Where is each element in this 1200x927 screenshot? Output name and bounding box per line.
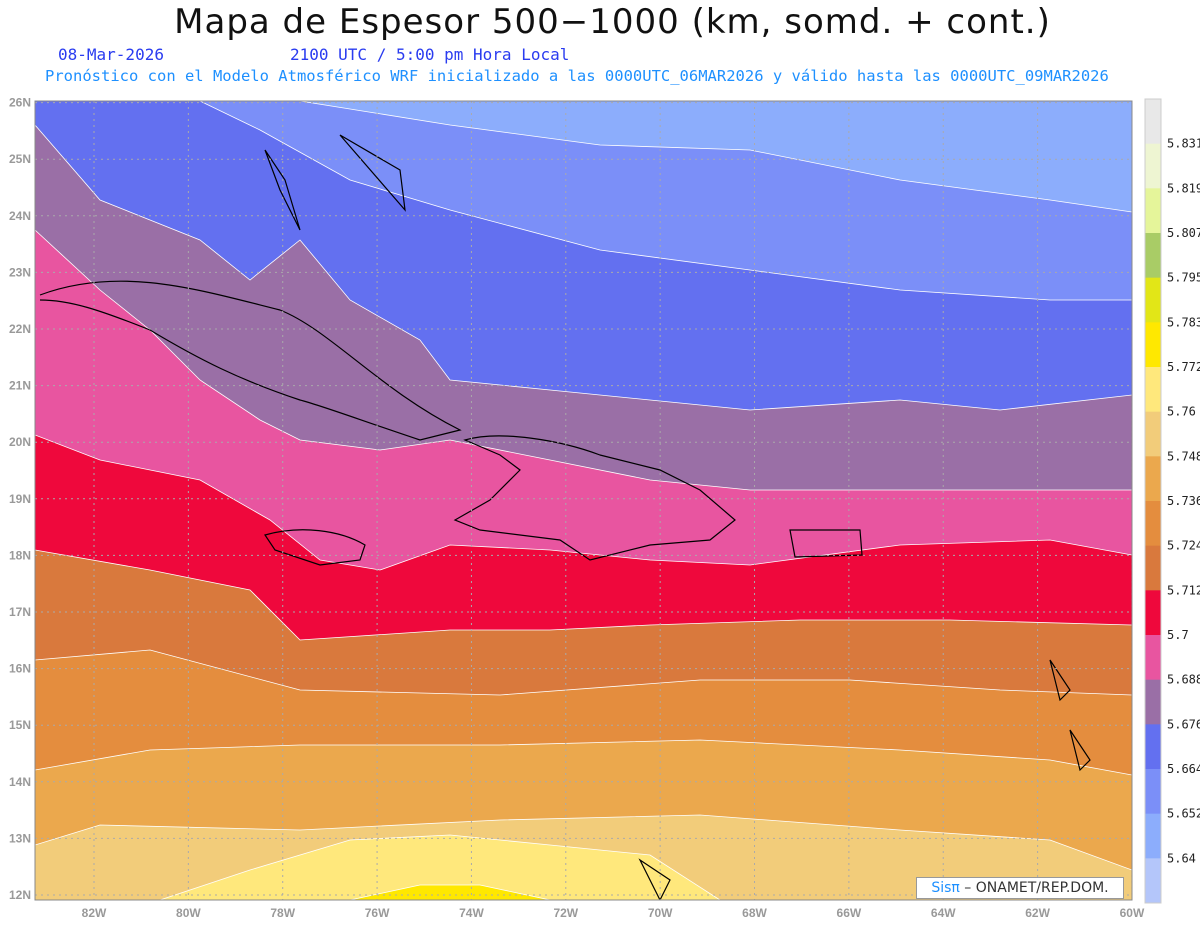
colorbar-label: 5.772 <box>1167 360 1200 374</box>
colorbar-swatch <box>1145 367 1161 413</box>
lat-label: 12N <box>9 888 31 902</box>
forecast-time: 2100 UTC / 5:00 pm Hora Local <box>290 45 570 64</box>
colorbar-label: 5.7 <box>1167 628 1189 642</box>
colorbar-label: 5.795 <box>1167 271 1200 285</box>
lon-label: 70W <box>648 906 673 920</box>
colorbar-swatch <box>1145 858 1161 904</box>
lat-label: 21N <box>9 379 31 393</box>
lat-label: 13N <box>9 831 31 845</box>
band-5.772 <box>349 884 551 900</box>
colorbar: 5.831 5.819 5.807 5.795 5.783 5.772 5.76 5.748 5… <box>1144 98 1200 904</box>
colorbar-label: 5.783 <box>1167 315 1200 329</box>
colorbar-label: 5.724 <box>1167 539 1200 553</box>
colorbar-swatch <box>1145 233 1161 279</box>
coastlines <box>39 134 1091 900</box>
sispi-logo: Sisπ <box>931 880 960 896</box>
lon-label: 68W <box>742 906 767 920</box>
colorbar-label: 5.76 <box>1167 405 1196 419</box>
colorbar-label: 5.64 <box>1167 851 1196 865</box>
lat-label: 16N <box>9 662 31 676</box>
colorbar-label: 5.652 <box>1167 807 1200 821</box>
lon-label: 80W <box>176 906 201 920</box>
colorbar-swatch <box>1145 501 1161 547</box>
colorbar-swatch <box>1145 411 1161 457</box>
coastline <box>39 280 462 441</box>
credit-box: Sisπ – ONAMET/REP.DOM. <box>916 877 1124 899</box>
credit-text: – ONAMET/REP.DOM. <box>959 880 1109 896</box>
coastline <box>638 858 671 900</box>
coastline <box>339 134 406 212</box>
colorbar-label: 5.736 <box>1167 494 1200 508</box>
thickness-shading <box>35 101 1132 900</box>
colorbar-label: 5.748 <box>1167 449 1200 463</box>
colorbar-swatch <box>1145 143 1161 189</box>
colorbar-swatch <box>1145 456 1161 502</box>
lon-label: 74W <box>459 906 484 920</box>
colorbar-swatch <box>1145 590 1161 636</box>
colorbar-label: 5.807 <box>1167 226 1200 240</box>
lat-label: 25N <box>9 152 31 166</box>
coastline <box>1049 659 1071 702</box>
colorbar-swatch <box>1145 99 1161 145</box>
lat-label: 14N <box>9 775 31 789</box>
lat-label: 15N <box>9 718 31 732</box>
lat-label: 19N <box>9 492 31 506</box>
colorbar-label: 5.819 <box>1167 181 1200 195</box>
band-5.76 <box>159 834 721 900</box>
coastline <box>453 435 736 561</box>
lon-label: 62W <box>1025 906 1050 920</box>
lon-label: 60W <box>1120 906 1145 920</box>
colorbar-swatch <box>1145 724 1161 770</box>
colorbar-swatch <box>1145 635 1161 681</box>
coastline <box>264 149 301 231</box>
colorbar-swatch <box>1145 813 1161 859</box>
colorbar-label: 5.831 <box>1167 137 1200 151</box>
lat-label: 17N <box>9 605 31 619</box>
coastline <box>264 529 366 566</box>
map-frame <box>34 100 1133 901</box>
lat-label: 20N <box>9 435 31 449</box>
colorbar-swatch <box>1145 679 1161 725</box>
model-info: Pronóstico con el Modelo Atmosférico WRF… <box>45 67 1109 85</box>
lon-label: 78W <box>270 906 295 920</box>
lon-label: 82W <box>82 906 107 920</box>
lon-label: 76W <box>365 906 390 920</box>
colorbar-swatch <box>1145 769 1161 815</box>
coastline <box>1069 729 1091 772</box>
map-title: Mapa de Espesor 500−1000 (km, somd. + co… <box>174 2 1051 42</box>
lat-label: 23N <box>9 265 31 279</box>
colorbar-label: 5.664 <box>1167 762 1200 776</box>
lon-label: 72W <box>553 906 578 920</box>
lon-label: 64W <box>931 906 956 920</box>
colorbar-swatch <box>1145 277 1161 323</box>
colorbar-swatch <box>1145 322 1161 368</box>
colorbar-swatch <box>1145 545 1161 591</box>
lat-label: 26N <box>9 96 31 110</box>
coastline <box>789 529 863 558</box>
colorbar-swatch <box>1145 188 1161 234</box>
forecast-date: 08-Mar-2026 <box>58 45 164 64</box>
lon-label: 66W <box>837 906 862 920</box>
colorbar-label: 5.676 <box>1167 717 1200 731</box>
lat-label: 18N <box>9 548 31 562</box>
colorbar-label: 5.688 <box>1167 673 1200 687</box>
lat-label: 24N <box>9 209 31 223</box>
lat-label: 22N <box>9 322 31 336</box>
colorbar-label: 5.712 <box>1167 583 1200 597</box>
